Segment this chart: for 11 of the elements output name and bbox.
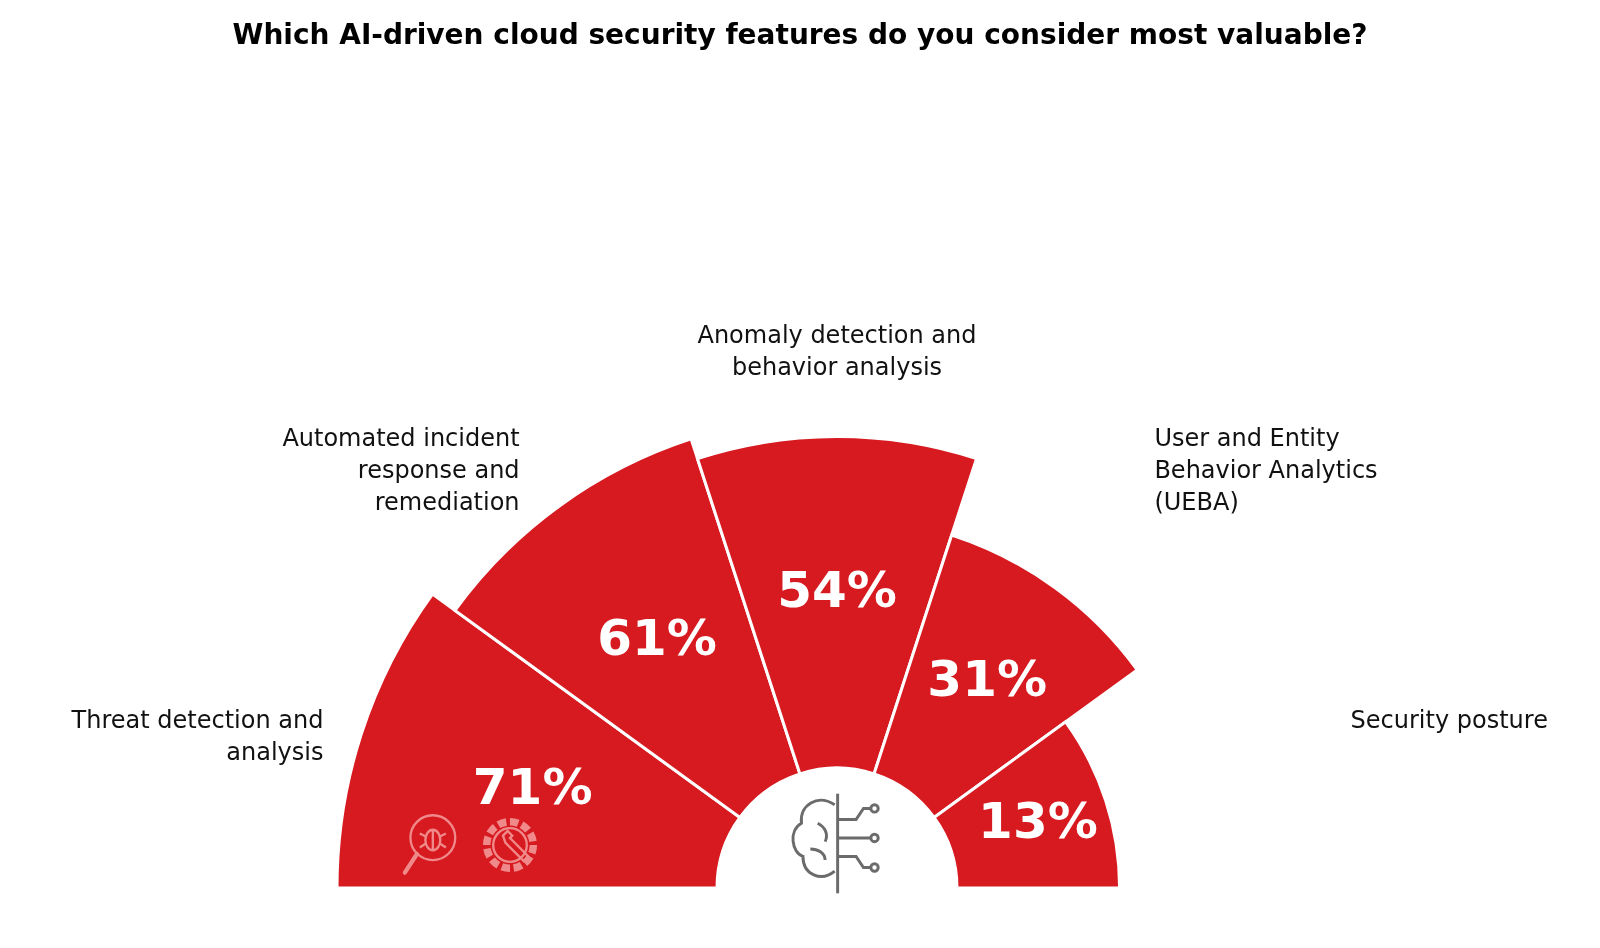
data-label: 31% <box>927 650 1048 709</box>
data-label: 13% <box>978 791 1098 850</box>
data-label: 61% <box>597 609 717 668</box>
data-label: 54% <box>777 561 897 620</box>
category-label: Automated incident response and remediation <box>282 424 520 517</box>
category-label: Anomaly detection and behavior analysis <box>697 321 977 381</box>
text: Which AI-driven cloud security features do you consider most valuable? <box>232 18 1368 51</box>
category-label: Security posture <box>1350 706 1548 735</box>
category-label: User and Entity Behavior Analytics (UEBA) <box>1154 424 1378 517</box>
data-label: 71% <box>472 758 593 817</box>
category-label: Threat detection and analysis <box>70 706 324 767</box>
